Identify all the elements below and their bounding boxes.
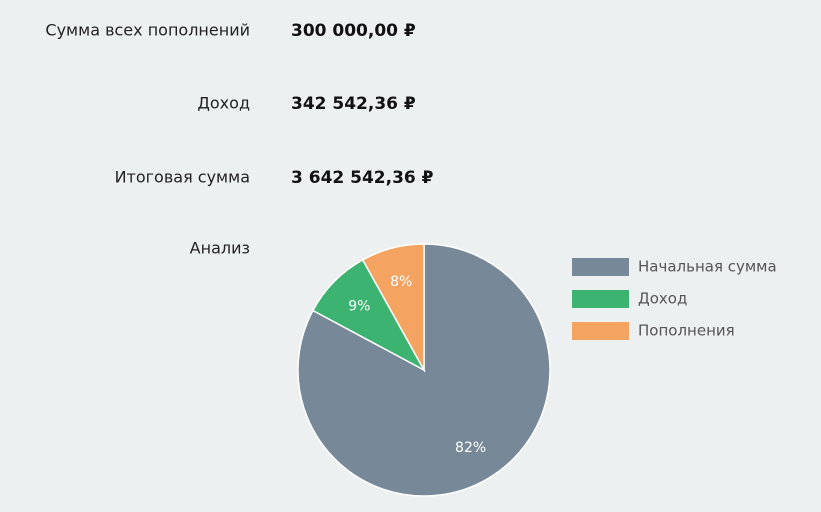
analysis-label: Анализ bbox=[190, 239, 250, 258]
row-value: 342 542,36 ₽ bbox=[291, 94, 416, 114]
slice-label: 8% bbox=[390, 274, 412, 290]
legend-label[interactable]: Доход bbox=[638, 290, 687, 308]
pie-slice bbox=[361, 243, 425, 373]
slice-label: 9% bbox=[348, 298, 370, 314]
row-label: Доход bbox=[197, 94, 250, 113]
legend-label[interactable]: Пополнения bbox=[638, 322, 735, 340]
slice-label: 82% bbox=[455, 440, 486, 456]
legend-label[interactable]: Начальная сумма bbox=[638, 258, 777, 276]
row-label: Сумма всех пополнений bbox=[45, 21, 250, 40]
row-value: 3 642 542,36 ₽ bbox=[291, 168, 434, 188]
row-label: Итоговая сумма bbox=[115, 168, 250, 187]
pie-chart: 82% 9% 8% bbox=[297, 243, 551, 497]
legend-swatch[interactable] bbox=[572, 258, 629, 276]
legend-swatch[interactable] bbox=[572, 290, 629, 308]
row-value: 300 000,00 ₽ bbox=[291, 21, 416, 41]
legend: Начальная сумма Доход Пополнения bbox=[572, 258, 777, 340]
legend-swatch[interactable] bbox=[572, 322, 629, 340]
